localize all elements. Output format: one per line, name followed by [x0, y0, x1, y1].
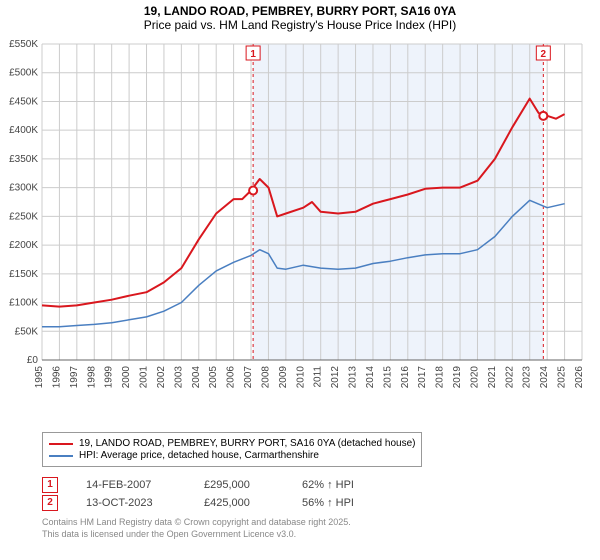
sale-marker-box: 1: [42, 477, 58, 493]
x-tick-label: 2022: [504, 366, 515, 389]
x-tick-label: 1998: [86, 366, 97, 389]
x-tick-label: 2021: [487, 366, 498, 389]
x-tick-label: 2026: [574, 366, 585, 389]
footer-area: 19, LANDO ROAD, PEMBREY, BURRY PORT, SA1…: [42, 432, 582, 540]
x-tick-label: 2007: [243, 366, 254, 389]
x-tick-label: 2000: [121, 366, 132, 389]
y-tick-label: £300K: [9, 183, 38, 194]
title-address: 19, LANDO ROAD, PEMBREY, BURRY PORT, SA1…: [0, 4, 600, 18]
x-tick-label: 2015: [382, 366, 393, 389]
x-tick-label: 2014: [365, 366, 376, 389]
x-tick-label: 2005: [208, 366, 219, 389]
y-tick-label: £450K: [9, 96, 38, 107]
sale-marker-num: 1: [250, 49, 256, 60]
sale-price: £425,000: [204, 497, 274, 509]
legend-row: 19, LANDO ROAD, PEMBREY, BURRY PORT, SA1…: [49, 438, 415, 449]
y-tick-label: £100K: [9, 298, 38, 309]
x-tick-label: 2025: [557, 366, 568, 389]
chart-container: 19, LANDO ROAD, PEMBREY, BURRY PORT, SA1…: [0, 0, 600, 560]
x-tick-label: 2003: [173, 366, 184, 389]
title-subtitle: Price paid vs. HM Land Registry's House …: [0, 18, 600, 32]
x-tick-label: 2001: [139, 366, 150, 389]
y-tick-label: £200K: [9, 240, 38, 251]
footnote-line2: This data is licensed under the Open Gov…: [42, 529, 582, 541]
x-tick-label: 2018: [435, 366, 446, 389]
chart-area: £0£50K£100K£150K£200K£250K£300K£350K£400…: [42, 40, 582, 400]
x-tick-label: 1999: [104, 366, 115, 389]
footnote: Contains HM Land Registry data © Crown c…: [42, 517, 582, 540]
y-tick-label: £0: [27, 355, 39, 366]
x-tick-label: 2013: [348, 366, 359, 389]
sale-marker-num: 2: [541, 49, 547, 60]
title-block: 19, LANDO ROAD, PEMBREY, BURRY PORT, SA1…: [0, 0, 600, 34]
x-tick-label: 2024: [539, 366, 550, 389]
x-tick-label: 2023: [522, 366, 533, 389]
x-tick-label: 2011: [313, 366, 324, 388]
x-tick-label: 2002: [156, 366, 167, 389]
x-tick-label: 2012: [330, 366, 341, 389]
x-tick-label: 2019: [452, 366, 463, 389]
sale-row: 2 13-OCT-2023 £425,000 56% ↑ HPI: [42, 495, 582, 511]
chart-svg: £0£50K£100K£150K£200K£250K£300K£350K£400…: [42, 40, 582, 400]
sales-table: 1 14-FEB-2007 £295,000 62% ↑ HPI 2 13-OCT-202…: [42, 477, 582, 511]
sale-marker-point: [539, 112, 547, 120]
footnote-line1: Contains HM Land Registry data © Crown c…: [42, 517, 582, 529]
sale-marker-box: 2: [42, 495, 58, 511]
x-tick-label: 2016: [400, 366, 411, 389]
legend-label: HPI: Average price, detached house, Carm…: [79, 450, 319, 461]
x-tick-label: 2010: [295, 366, 306, 389]
legend-row: HPI: Average price, detached house, Carm…: [49, 450, 415, 461]
legend-swatch: [49, 443, 73, 445]
y-tick-label: £400K: [9, 125, 38, 136]
x-tick-label: 2008: [260, 366, 271, 389]
sale-price: £295,000: [204, 479, 274, 491]
y-tick-label: £250K: [9, 211, 38, 222]
sale-marker-point: [249, 187, 257, 195]
y-tick-label: £500K: [9, 68, 38, 79]
shaded-band: [253, 44, 543, 360]
x-tick-label: 2004: [191, 366, 202, 389]
x-tick-label: 2009: [278, 366, 289, 389]
sale-row: 1 14-FEB-2007 £295,000 62% ↑ HPI: [42, 477, 582, 493]
x-tick-label: 2020: [469, 366, 480, 389]
legend-swatch: [49, 455, 73, 457]
x-tick-label: 1996: [51, 366, 62, 389]
sale-date: 13-OCT-2023: [86, 497, 176, 509]
x-tick-label: 2006: [226, 366, 237, 389]
x-tick-label: 1995: [34, 366, 45, 389]
y-tick-label: £150K: [9, 269, 38, 280]
y-tick-label: £350K: [9, 154, 38, 165]
x-tick-label: 1997: [69, 366, 80, 389]
sale-hpi: 62% ↑ HPI: [302, 479, 382, 491]
y-tick-label: £550K: [9, 39, 38, 50]
x-tick-label: 2017: [417, 366, 428, 389]
y-tick-label: £50K: [15, 326, 39, 337]
sale-hpi: 56% ↑ HPI: [302, 497, 382, 509]
legend-label: 19, LANDO ROAD, PEMBREY, BURRY PORT, SA1…: [79, 438, 415, 449]
sale-date: 14-FEB-2007: [86, 479, 176, 491]
legend-box: 19, LANDO ROAD, PEMBREY, BURRY PORT, SA1…: [42, 432, 422, 467]
